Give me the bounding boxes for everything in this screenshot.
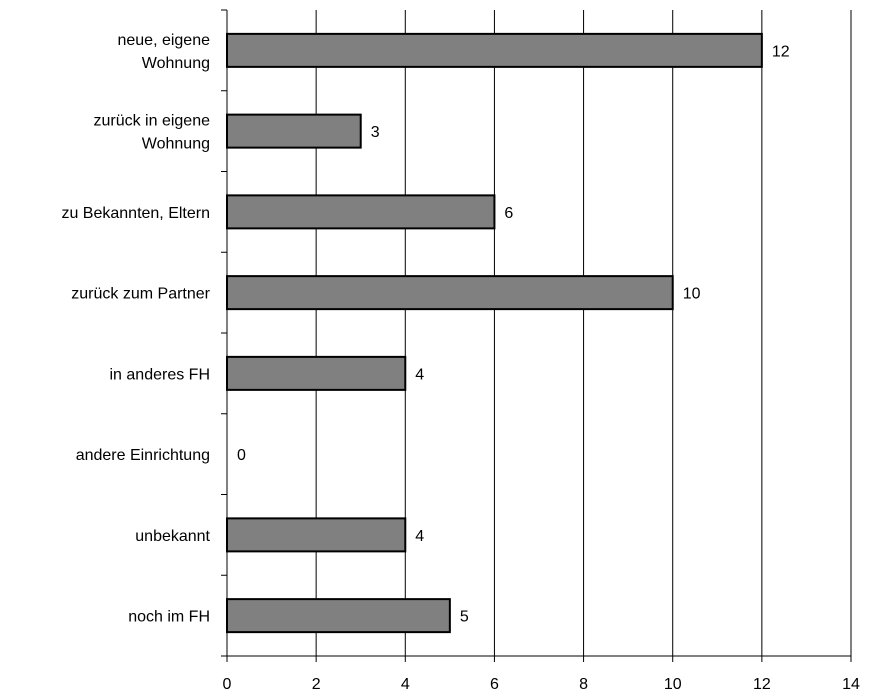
bar-2 <box>226 194 496 230</box>
x-tick-label-6: 6 <box>490 676 499 693</box>
data-label-3: 10 <box>683 286 701 303</box>
data-label-2: 6 <box>504 205 513 222</box>
bar-3 <box>226 275 674 311</box>
data-label-1: 3 <box>371 124 380 141</box>
category-label-2: zu Bekannten, Eltern <box>61 205 210 222</box>
data-label-7: 5 <box>460 609 469 626</box>
grid-lines <box>315 10 852 656</box>
x-tick-label-8: 8 <box>579 676 588 693</box>
data-label-5: 0 <box>237 447 246 464</box>
category-label-0: neue, eigene Wohnung <box>117 32 210 72</box>
category-label-7: noch im FH <box>128 609 210 626</box>
x-tick-label-10: 10 <box>664 676 682 693</box>
bars <box>226 32 763 634</box>
bar-0 <box>226 32 763 68</box>
bar-7 <box>226 598 451 634</box>
category-label-4: in anderes FH <box>110 366 211 383</box>
category-label-1: zurück in eigene Wohnung <box>93 113 210 153</box>
category-label-5: andere Einrichtung <box>76 447 210 464</box>
x-tick-label-0: 0 <box>223 676 232 693</box>
data-label-4: 4 <box>415 366 424 383</box>
axes <box>221 9 852 662</box>
bar-4 <box>226 355 407 391</box>
category-label-6: unbekannt <box>135 528 210 545</box>
x-tick-label-2: 2 <box>312 676 321 693</box>
bar-6 <box>226 517 407 553</box>
category-label-3: zurück zum Partner <box>71 286 210 303</box>
data-label-6: 4 <box>415 528 424 545</box>
x-tick-label-12: 12 <box>753 676 771 693</box>
data-label-0: 12 <box>772 43 790 60</box>
bar-1 <box>226 113 362 149</box>
x-tick-label-14: 14 <box>842 676 860 693</box>
labels: 12 neue, eigene Wohnung 3 zurück in eigene Wo… <box>61 32 860 693</box>
x-tick-label-4: 4 <box>401 676 410 693</box>
